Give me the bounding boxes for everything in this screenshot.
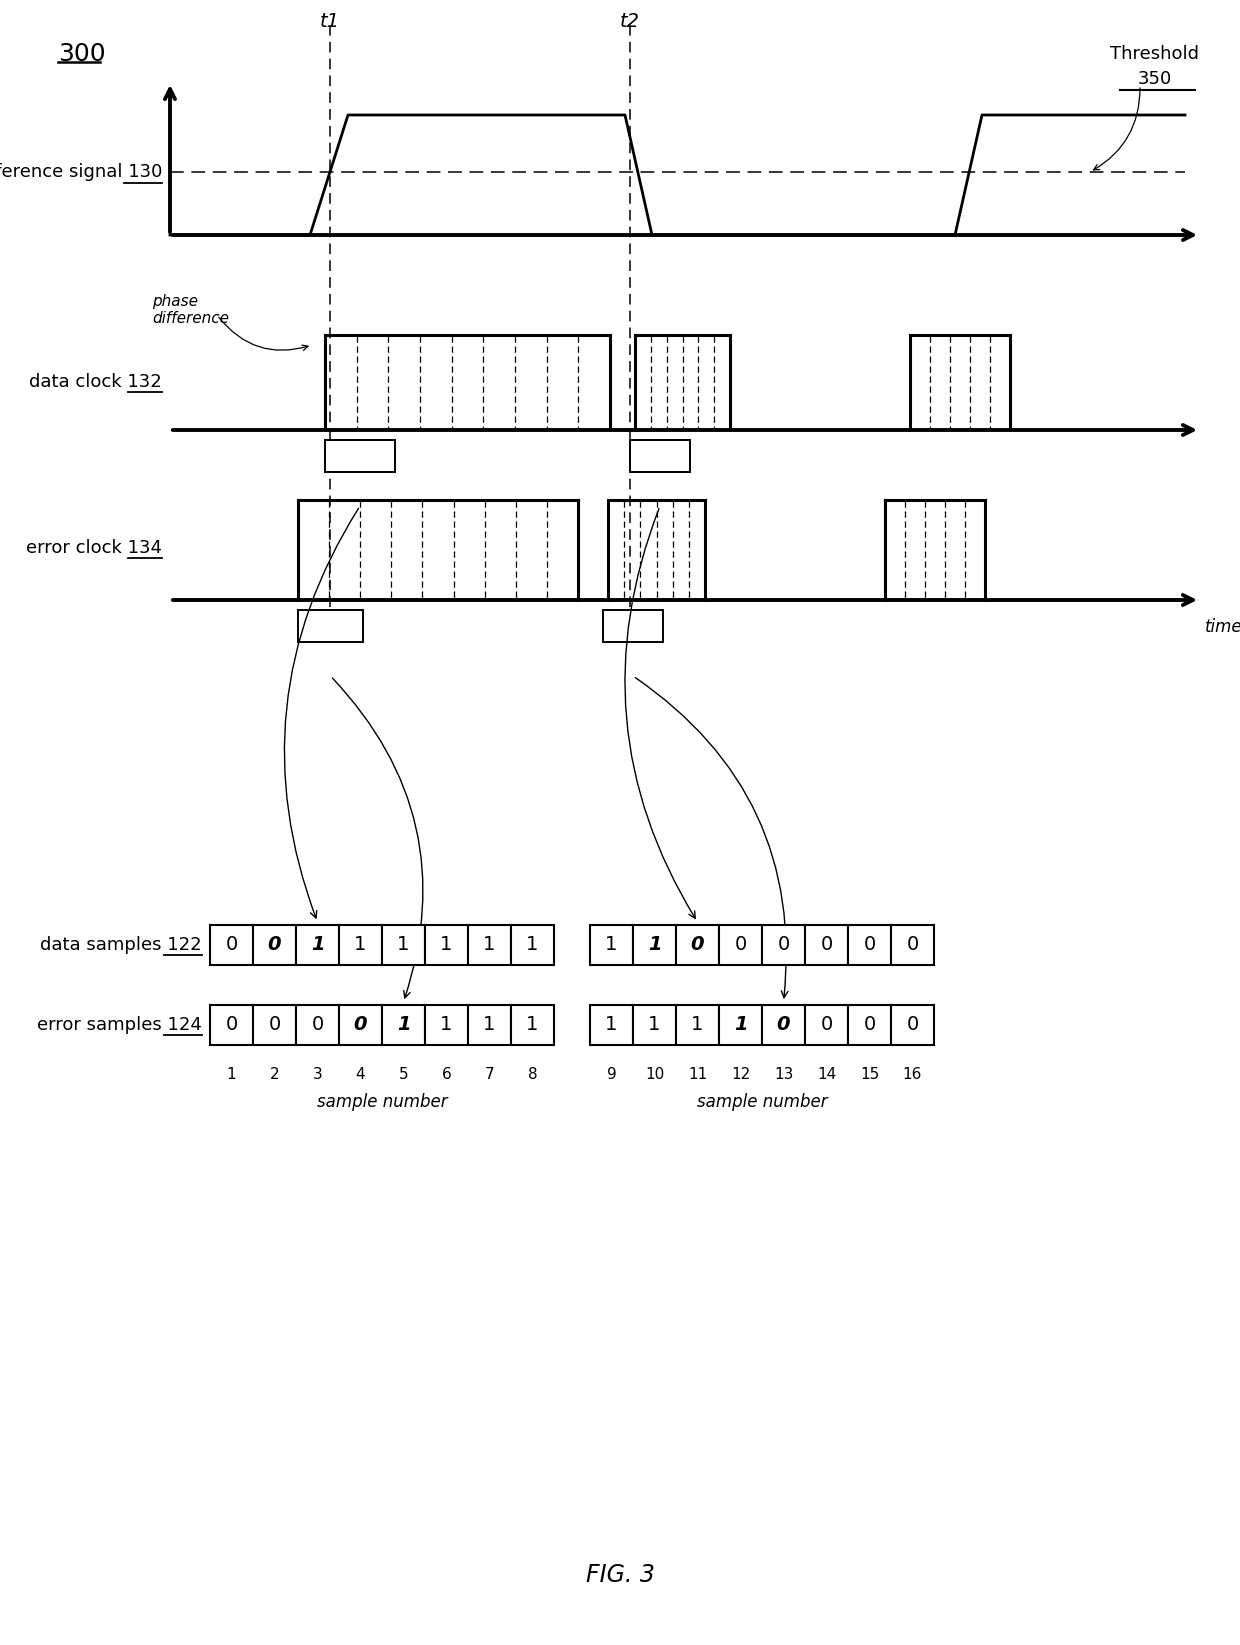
Text: 7: 7 [485,1068,495,1082]
Text: 3: 3 [312,1068,322,1082]
Bar [590,1005,632,1045]
Bar [719,1005,763,1045]
Text: 0: 0 [863,1015,875,1035]
Text: 2: 2 [269,1068,279,1082]
Bar [296,924,339,966]
Text: 0: 0 [821,1015,832,1035]
Text: reference signal 130: reference signal 130 [0,163,162,181]
Bar [425,924,467,966]
Text: time: time [1205,619,1240,637]
Text: 0: 0 [777,936,790,954]
Bar [719,924,763,966]
Text: 0: 0 [691,936,704,954]
Text: sample number: sample number [697,1092,827,1110]
Text: 0: 0 [821,936,832,954]
Text: 0: 0 [906,1015,919,1035]
Text: 11: 11 [688,1068,707,1082]
Text: 0: 0 [268,936,281,954]
Bar [382,1005,425,1045]
Text: 12: 12 [730,1068,750,1082]
Bar [210,924,253,966]
Text: 1: 1 [311,936,325,954]
Bar [892,924,934,966]
Text: 1: 1 [484,936,496,954]
Text: 10: 10 [645,1068,665,1082]
Bar [382,924,425,966]
Text: 0: 0 [311,1015,324,1035]
Text: 1: 1 [605,1015,618,1035]
Bar [676,1005,719,1045]
Bar [632,924,676,966]
Bar [467,1005,511,1045]
Bar [590,924,632,966]
Text: 0: 0 [734,936,746,954]
Text: 0: 0 [776,1015,790,1035]
Bar [339,1005,382,1045]
Text: 0: 0 [353,1015,367,1035]
Bar [467,924,511,966]
Text: 1: 1 [484,1015,496,1035]
Text: 4: 4 [356,1068,366,1082]
Text: t2: t2 [620,12,640,31]
Bar [603,610,663,642]
Text: 6: 6 [441,1068,451,1082]
Bar [298,610,363,642]
Text: 1: 1 [649,1015,661,1035]
Text: 0: 0 [268,1015,280,1035]
Text: 0: 0 [226,936,238,954]
Text: 1: 1 [526,1015,538,1035]
Text: error clock 134: error clock 134 [26,540,162,558]
Bar [848,1005,892,1045]
Text: 9: 9 [606,1068,616,1082]
Bar [848,924,892,966]
Bar [632,1005,676,1045]
Text: 1: 1 [440,1015,453,1035]
Bar [210,1005,253,1045]
Text: 0: 0 [863,936,875,954]
Bar [630,439,689,472]
Text: 13: 13 [774,1068,794,1082]
Bar [253,924,296,966]
Text: 350: 350 [1138,71,1172,87]
Text: 1: 1 [440,936,453,954]
Text: Threshold: Threshold [1111,44,1199,63]
Text: 0: 0 [906,936,919,954]
Text: 8: 8 [528,1068,537,1082]
Bar [805,1005,848,1045]
Bar [805,924,848,966]
Text: 1: 1 [605,936,618,954]
Bar [425,1005,467,1045]
Bar [676,924,719,966]
Text: data clock 132: data clock 132 [30,373,162,392]
Text: error samples 124: error samples 124 [37,1017,202,1035]
Text: data samples 122: data samples 122 [41,936,202,954]
Bar [763,1005,805,1045]
Text: phase
difference: phase difference [153,294,229,326]
Text: FIG. 3: FIG. 3 [585,1563,655,1587]
Bar [763,924,805,966]
Text: 1: 1 [355,936,367,954]
Text: 14: 14 [817,1068,836,1082]
Bar [892,1005,934,1045]
Bar [253,1005,296,1045]
Bar [339,924,382,966]
Text: 5: 5 [399,1068,408,1082]
Bar [325,439,396,472]
Bar [296,1005,339,1045]
Text: 0: 0 [226,1015,238,1035]
Text: 300: 300 [58,43,105,66]
Text: 1: 1 [397,1015,410,1035]
Text: 15: 15 [859,1068,879,1082]
Text: 16: 16 [903,1068,923,1082]
Bar [511,924,554,966]
Text: t1: t1 [320,12,340,31]
Text: 1: 1 [734,1015,748,1035]
Text: 1: 1 [397,936,409,954]
Text: 1: 1 [647,936,661,954]
Text: 1: 1 [692,1015,703,1035]
Bar [511,1005,554,1045]
Text: 1: 1 [227,1068,237,1082]
Text: sample number: sample number [316,1092,448,1110]
Text: 1: 1 [526,936,538,954]
